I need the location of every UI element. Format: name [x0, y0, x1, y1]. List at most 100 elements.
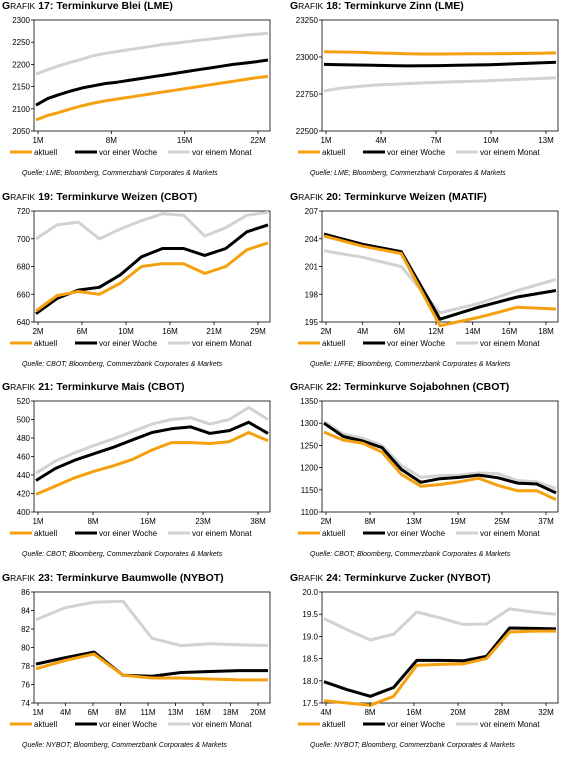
- x-tick-label: 16M: [162, 327, 178, 336]
- y-tick-label: 18.5: [302, 655, 318, 664]
- legend-label-aktuell: aktuell: [34, 339, 57, 348]
- series-line-aktuell: [323, 50, 557, 56]
- legend-label-aktuell: aktuell: [322, 339, 345, 348]
- y-tick-label: 80: [21, 644, 30, 653]
- plot-frame: [321, 591, 559, 704]
- y-tick-label: 86: [21, 588, 30, 597]
- source-note: Quelle: NYBOT; Bloomberg, Commerzbank Co…: [22, 742, 227, 749]
- chart-panel-23: GRAFIK 23: Terminkurve Baumwolle (NYBOT) 74…: [0, 572, 274, 763]
- plot-frame: [321, 210, 559, 323]
- series-line-woche: [323, 60, 557, 68]
- x-tick-label: 16M: [195, 708, 211, 717]
- y-tick-label: 720: [17, 207, 31, 216]
- x-tick-label: 6M: [394, 327, 405, 336]
- x-tick-label: 10M: [118, 327, 134, 336]
- y-tick-label: 2100: [12, 105, 30, 114]
- plot-frame: [321, 400, 559, 513]
- x-tick-label: 4M: [375, 136, 386, 145]
- y-tick-label: 700: [17, 235, 31, 244]
- chart-title: GRAFIK 22: Terminkurve Sojabohnen (CBOT): [290, 381, 509, 393]
- series-line-woche: [323, 421, 557, 495]
- source-note: Quelle: CBOT; Bloomberg, Commerzbank Cor…: [310, 551, 511, 558]
- y-tick-label: 17.5: [302, 699, 318, 708]
- chart-title: GRAFIK 18: Terminkurve Zinn (LME): [290, 0, 464, 12]
- y-tick-label: 400: [17, 508, 31, 517]
- chart-svg: GRAFIK 23: Terminkurve Baumwolle (NYBOT) 74…: [2, 572, 271, 749]
- x-tick-label: 11M: [141, 708, 156, 717]
- series-line-monat: [323, 249, 557, 315]
- series-line-aktuell: [35, 74, 269, 122]
- x-tick-label: 20M: [450, 708, 466, 717]
- legend-label-monat: vor einem Monat: [480, 339, 540, 348]
- y-tick-label: 1300: [300, 419, 318, 428]
- legend-label-monat: vor einem Monat: [480, 720, 540, 729]
- series-line-aktuell: [323, 629, 556, 707]
- source-note: Quelle: LME; Bloomberg, Commerzbank Corp…: [22, 170, 218, 177]
- legend-label-aktuell: aktuell: [34, 148, 57, 157]
- y-tick-label: 1200: [300, 464, 318, 473]
- source-note: Quelle: LME; Bloomberg, Commerzbank Corp…: [310, 170, 506, 177]
- x-tick-label: 18M: [223, 708, 239, 717]
- y-tick-label: 18.0: [302, 677, 318, 686]
- y-tick-label: 19.5: [302, 610, 318, 619]
- y-tick-label: 1250: [300, 441, 318, 450]
- chart-panel-20: GRAFIK 20: Terminkurve Weizen (MATIF) 195 19…: [288, 191, 562, 382]
- y-tick-label: 195: [305, 318, 319, 327]
- x-tick-label: 6M: [87, 708, 98, 717]
- x-tick-label: 1M: [32, 517, 43, 526]
- y-tick-label: 460: [17, 453, 31, 462]
- chart-svg: GRAFIK 20: Terminkurve Weizen (MATIF) 195 19…: [290, 191, 559, 368]
- chart-panel-17: GRAFIK 17: Terminkurve Blei (LME) 2050 2100 2…: [0, 0, 274, 191]
- x-tick-label: 37M: [538, 517, 554, 526]
- chart-panel-24: GRAFIK 24: Terminkurve Zucker (NYBOT) 17.5 1…: [288, 572, 562, 763]
- y-tick-label: 82: [21, 625, 30, 634]
- legend-label-aktuell: aktuell: [322, 148, 345, 157]
- legend-label-aktuell: aktuell: [34, 529, 57, 538]
- plot-frame: [321, 19, 559, 132]
- y-tick-label: 76: [21, 681, 30, 690]
- legend-label-monat: vor einem Monat: [480, 148, 540, 157]
- x-tick-label: 4M: [357, 327, 368, 336]
- x-tick-label: 4M: [320, 708, 331, 717]
- legend-label-woche: vor einer Woche: [387, 720, 446, 729]
- chart-title: GRAFIK 17: Terminkurve Blei (LME): [2, 0, 173, 12]
- legend-label-aktuell: aktuell: [322, 529, 345, 538]
- x-tick-label: 38M: [250, 517, 266, 526]
- x-tick-label: 32M: [538, 708, 554, 717]
- x-tick-label: 25M: [494, 517, 510, 526]
- y-tick-label: 201: [305, 263, 319, 272]
- source-note: Quelle: CBOT; Bloomberg, Commerzbank Cor…: [22, 551, 223, 558]
- x-tick-label: 16M: [140, 517, 156, 526]
- y-tick-label: 2300: [12, 16, 30, 25]
- x-tick-label: 2M: [32, 327, 43, 336]
- x-tick-label: 6M: [76, 327, 87, 336]
- chart-panel-18: GRAFIK 18: Terminkurve Zinn (LME) 22500 2275…: [288, 0, 562, 191]
- x-tick-label: 8M: [364, 708, 375, 717]
- legend-label-woche: vor einer Woche: [387, 339, 446, 348]
- legend-label-monat: vor einem Monat: [192, 529, 252, 538]
- chart-title: GRAFIK 24: Terminkurve Zucker (NYBOT): [290, 572, 491, 584]
- x-tick-label: 8M: [87, 517, 98, 526]
- x-tick-label: 13M: [168, 708, 184, 717]
- y-tick-label: 480: [17, 434, 31, 443]
- chart-title: GRAFIK 23: Terminkurve Baumwolle (NYBOT): [2, 572, 224, 584]
- y-tick-label: 500: [17, 416, 31, 425]
- source-note: Quelle: CBOT; Bloomberg, Commerzbank Cor…: [22, 361, 223, 368]
- chart-title: GRAFIK 21: Terminkurve Mais (CBOT): [2, 381, 185, 393]
- series-line-woche: [35, 223, 269, 315]
- chart-svg: GRAFIK 18: Terminkurve Zinn (LME) 22500 2275…: [290, 0, 559, 177]
- x-tick-label: 19M: [450, 517, 466, 526]
- chart-panel-19: GRAFIK 19: Terminkurve Weizen (CBOT) 640 660…: [0, 191, 274, 382]
- series-line-monat: [323, 420, 557, 490]
- y-tick-label: 640: [17, 318, 31, 327]
- x-tick-label: 12M: [428, 327, 444, 336]
- legend-label-monat: vor einem Monat: [480, 529, 540, 538]
- x-tick-label: 14M: [465, 327, 481, 336]
- x-tick-label: 29M: [250, 327, 266, 336]
- series-line-aktuell: [35, 652, 268, 682]
- chart-svg: GRAFIK 17: Terminkurve Blei (LME) 2050 2100 2…: [2, 0, 271, 177]
- x-tick-label: 13M: [406, 517, 422, 526]
- series-line-monat: [35, 599, 269, 648]
- legend-label-woche: vor einer Woche: [99, 148, 158, 157]
- y-tick-label: 204: [305, 235, 319, 244]
